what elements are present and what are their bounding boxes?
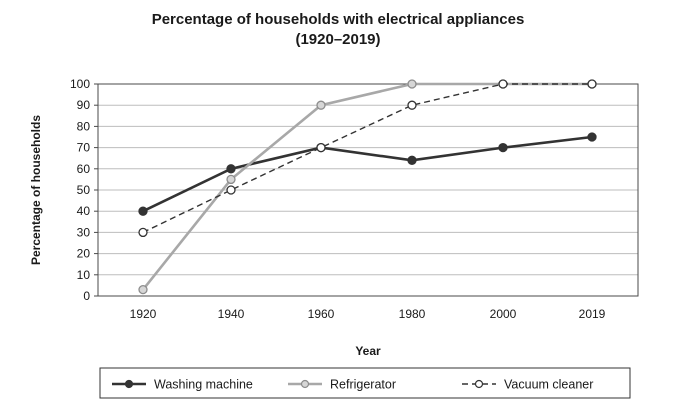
legend-marker-2 <box>474 379 484 389</box>
y-tick-label: 10 <box>77 268 91 282</box>
series-point <box>316 100 326 110</box>
x-axis-ticks: 1920 1940 1960 1980 2000 2019 <box>130 307 606 321</box>
series-point <box>587 79 597 89</box>
series-point <box>498 79 508 89</box>
x-tick-label: 2019 <box>579 307 606 321</box>
series-line-1 <box>141 82 592 291</box>
chart-subtitle: (1920–2019) <box>295 31 380 48</box>
x-axis-label: Year <box>355 344 381 358</box>
series-point <box>138 227 148 238</box>
series-line-0 <box>142 135 593 213</box>
y-axis-label: Percentage of households <box>29 115 43 265</box>
series-point <box>498 142 508 153</box>
legend-label-2: Vacuum cleaner <box>504 378 593 392</box>
series-point <box>587 132 597 142</box>
y-tick-label: 100 <box>70 77 90 91</box>
y-tick-label: 60 <box>77 162 91 176</box>
series-point <box>226 164 236 174</box>
legend-box <box>99 367 631 399</box>
legend-label-0: Washing machine <box>154 378 253 392</box>
y-axis-ticks: 0 10 20 30 40 50 60 70 80 90 100 <box>70 77 90 303</box>
x-tick-label: 1920 <box>130 307 157 321</box>
y-tick-label: 40 <box>77 204 91 218</box>
chart-title: Percentage of households with electrical… <box>152 11 525 28</box>
y-tick-label: 20 <box>77 247 91 261</box>
series-point <box>138 206 148 216</box>
legend: Washing machine Refrigerator Vacuum cleane… <box>99 367 631 399</box>
legend-marker-0 <box>124 379 134 389</box>
legend-label-1: Refrigerator <box>330 378 396 392</box>
y-tick-label: 90 <box>77 98 91 112</box>
legend-marker-1 <box>300 379 310 389</box>
plot-area-frame <box>97 83 639 297</box>
y-tick-label: 50 <box>77 183 91 197</box>
y-tick-label: 30 <box>77 225 91 239</box>
x-tick-label: 1940 <box>218 307 245 321</box>
y-tick-label: 0 <box>83 289 90 303</box>
series-point <box>138 284 148 295</box>
series-line-2 <box>142 83 592 234</box>
gridlines <box>94 83 638 297</box>
x-tick-label: 1960 <box>308 307 335 321</box>
series-point <box>226 185 236 195</box>
series-point <box>316 142 326 153</box>
y-tick-label: 70 <box>77 141 91 155</box>
series-point <box>226 174 236 185</box>
series-lines <box>138 79 597 295</box>
series-point <box>407 155 417 165</box>
y-tick-label: 80 <box>77 119 91 133</box>
x-tick-label: 1980 <box>399 307 426 321</box>
series-point <box>407 79 417 89</box>
x-tick-label: 2000 <box>490 307 517 321</box>
series-point <box>407 100 417 110</box>
